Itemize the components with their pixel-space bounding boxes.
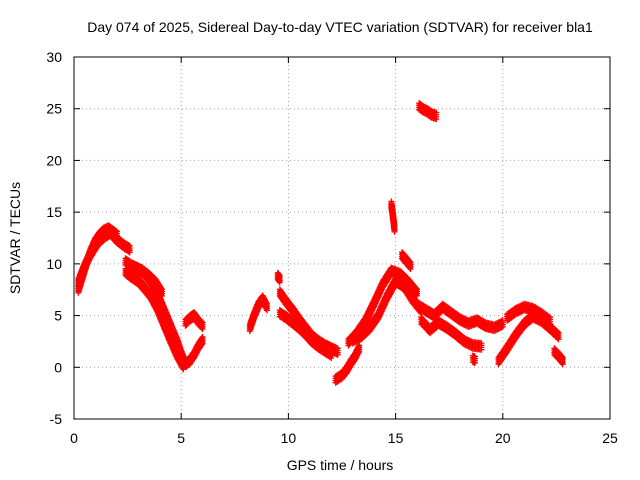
series-arc2c bbox=[126, 259, 165, 299]
data-point bbox=[474, 314, 488, 332]
series-arc2b bbox=[122, 265, 187, 373]
data-point bbox=[289, 303, 302, 325]
series-arc7 bbox=[388, 198, 398, 235]
grid bbox=[74, 57, 610, 419]
y-tick-label: 10 bbox=[46, 256, 62, 272]
data-point bbox=[504, 330, 518, 355]
series-arc1b bbox=[75, 226, 133, 289]
data-point bbox=[559, 354, 566, 368]
data-point bbox=[452, 327, 467, 347]
series-arc10a bbox=[414, 298, 506, 335]
series-arc11b bbox=[504, 300, 553, 327]
data-point bbox=[173, 348, 186, 372]
data-point bbox=[433, 109, 440, 123]
y-tick-label: 30 bbox=[46, 49, 62, 65]
data-point bbox=[555, 329, 562, 343]
data-point bbox=[414, 286, 420, 299]
x-tick-label: 10 bbox=[281, 430, 297, 446]
data-point bbox=[264, 300, 270, 314]
data-point bbox=[420, 103, 430, 118]
y-tick-label: 15 bbox=[46, 204, 62, 220]
data-point bbox=[126, 242, 133, 256]
series-arc10c bbox=[469, 352, 478, 367]
series-arc5 bbox=[332, 342, 363, 386]
data-point bbox=[276, 286, 289, 308]
y-tick-label: 5 bbox=[54, 308, 62, 324]
data-point bbox=[354, 315, 368, 340]
series-arc2d bbox=[182, 309, 206, 332]
y-tick-label: 20 bbox=[46, 152, 62, 168]
data-point bbox=[471, 353, 478, 367]
x-tick-label: 5 bbox=[177, 430, 185, 446]
data-point bbox=[334, 345, 341, 358]
series-arc9 bbox=[416, 100, 440, 123]
data-points bbox=[75, 100, 566, 386]
x-tick-label: 15 bbox=[388, 430, 404, 446]
data-point bbox=[478, 340, 485, 353]
data-point bbox=[148, 290, 160, 315]
data-point bbox=[180, 359, 187, 373]
data-point bbox=[259, 292, 270, 312]
data-point bbox=[405, 276, 420, 298]
x-tick-label: 25 bbox=[602, 430, 618, 446]
data-point bbox=[495, 343, 510, 368]
data-point bbox=[391, 222, 398, 235]
series-arc10b bbox=[418, 314, 485, 353]
data-point bbox=[461, 334, 475, 351]
data-point bbox=[499, 317, 506, 330]
x-axis-label: GPS time / hours bbox=[287, 457, 394, 473]
data-point bbox=[199, 319, 206, 332]
y-tick-label: 25 bbox=[46, 101, 62, 117]
y-axis-label: SDTVAR / TECUs bbox=[7, 182, 23, 294]
data-point bbox=[158, 286, 165, 299]
data-point bbox=[435, 316, 449, 334]
data-point bbox=[529, 302, 544, 320]
chart-title: Day 074 of 2025, Sidereal Day-to-day VTE… bbox=[87, 19, 593, 35]
data-point bbox=[356, 342, 363, 355]
series-arc4b bbox=[276, 307, 335, 361]
data-point bbox=[379, 265, 394, 291]
series-arc3 bbox=[246, 292, 270, 335]
data-point bbox=[414, 298, 428, 316]
axis-ticks: 0 5 10 15 20 25 -5 0 5 10 15 20 25 30 bbox=[46, 49, 618, 446]
data-point bbox=[424, 105, 434, 121]
y-tick-label: 0 bbox=[54, 359, 62, 375]
series-arc8 bbox=[399, 249, 414, 272]
data-point bbox=[152, 276, 165, 298]
series-arc4c bbox=[274, 269, 283, 286]
data-point bbox=[416, 100, 426, 116]
data-point bbox=[366, 310, 381, 335]
series-arc11c bbox=[551, 345, 566, 368]
data-point bbox=[407, 259, 414, 272]
y-tick-label: -5 bbox=[50, 411, 63, 427]
data-point bbox=[328, 348, 335, 361]
data-point bbox=[392, 274, 406, 292]
data-point bbox=[547, 314, 553, 327]
x-tick-label: 0 bbox=[70, 430, 78, 446]
data-point bbox=[491, 318, 505, 335]
plot-frame bbox=[73, 56, 611, 420]
x-tick-label: 20 bbox=[495, 430, 511, 446]
data-point bbox=[199, 333, 206, 347]
data-point bbox=[276, 272, 283, 286]
